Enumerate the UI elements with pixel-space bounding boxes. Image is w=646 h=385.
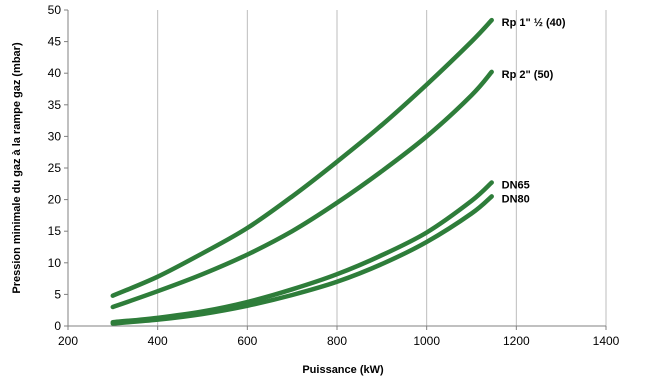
y-tick-label: 15 bbox=[48, 224, 62, 238]
series-line-3 bbox=[110, 194, 494, 326]
y-tick-label: 30 bbox=[48, 129, 62, 143]
y-tick-label: 50 bbox=[48, 3, 62, 17]
y-tick-label: 5 bbox=[54, 287, 61, 301]
series-line-2 bbox=[110, 180, 494, 325]
y-tick-label: 35 bbox=[48, 98, 62, 112]
x-tick-label: 400 bbox=[148, 334, 168, 348]
series-label-3: DN80 bbox=[502, 193, 530, 205]
y-tick-label: 45 bbox=[48, 35, 62, 49]
series-line-0 bbox=[110, 17, 494, 298]
y-tick-label: 40 bbox=[48, 66, 62, 80]
series-group bbox=[110, 17, 494, 326]
x-tick-label: 600 bbox=[237, 334, 257, 348]
grid bbox=[157, 10, 607, 326]
y-tick-label: 25 bbox=[48, 161, 62, 175]
series-label-1: Rp 2" (50) bbox=[502, 69, 554, 81]
series-label-2: DN65 bbox=[502, 180, 530, 192]
x-tick-label: 1200 bbox=[503, 334, 530, 348]
series-line-1 bbox=[110, 69, 494, 310]
x-tick-label: 800 bbox=[327, 334, 347, 348]
x-tick-label: 1000 bbox=[413, 334, 440, 348]
series-label-0: Rp 1" ½ (40) bbox=[502, 17, 566, 29]
x-axis-title: Puissance (kW) bbox=[302, 364, 384, 376]
y-tick-label: 0 bbox=[54, 319, 61, 333]
y-axis-title: Pression minimale du gaz à la rampe gaz … bbox=[11, 42, 23, 294]
y-tick-label: 10 bbox=[48, 256, 62, 270]
x-tick-label: 1400 bbox=[593, 334, 620, 348]
x-axis-ticks: 200 400 600 800 1000 1200 1400 bbox=[58, 326, 620, 348]
y-axis-ticks: 0 5 10 15 20 25 30 35 40 45 50 bbox=[48, 3, 68, 333]
y-tick-label: 20 bbox=[48, 193, 62, 207]
x-tick-label: 200 bbox=[58, 334, 78, 348]
